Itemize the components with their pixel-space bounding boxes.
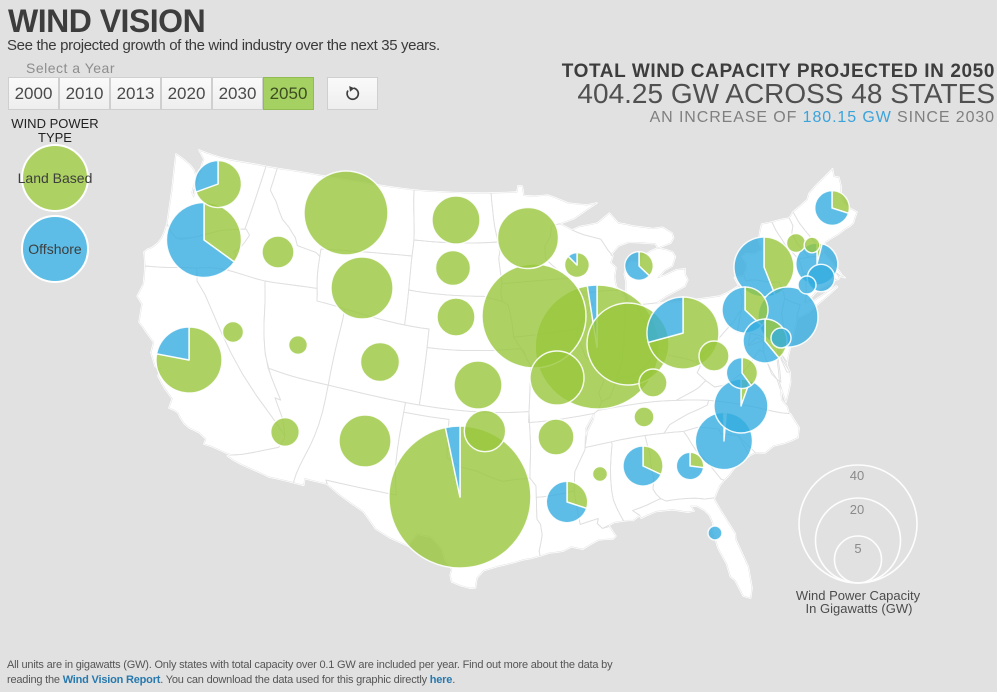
svg-text:40: 40: [850, 468, 864, 483]
svg-text:TYPE: TYPE: [38, 130, 72, 145]
svg-text:20: 20: [850, 502, 864, 517]
svg-text:In Gigawatts (GW): In Gigawatts (GW): [806, 601, 913, 616]
svg-text:WIND POWER: WIND POWER: [11, 116, 98, 131]
svg-text:Wind Power Capacity: Wind Power Capacity: [796, 588, 921, 603]
svg-text:5: 5: [854, 541, 861, 556]
svg-text:Offshore: Offshore: [28, 241, 82, 257]
svg-text:Land Based: Land Based: [18, 170, 93, 186]
